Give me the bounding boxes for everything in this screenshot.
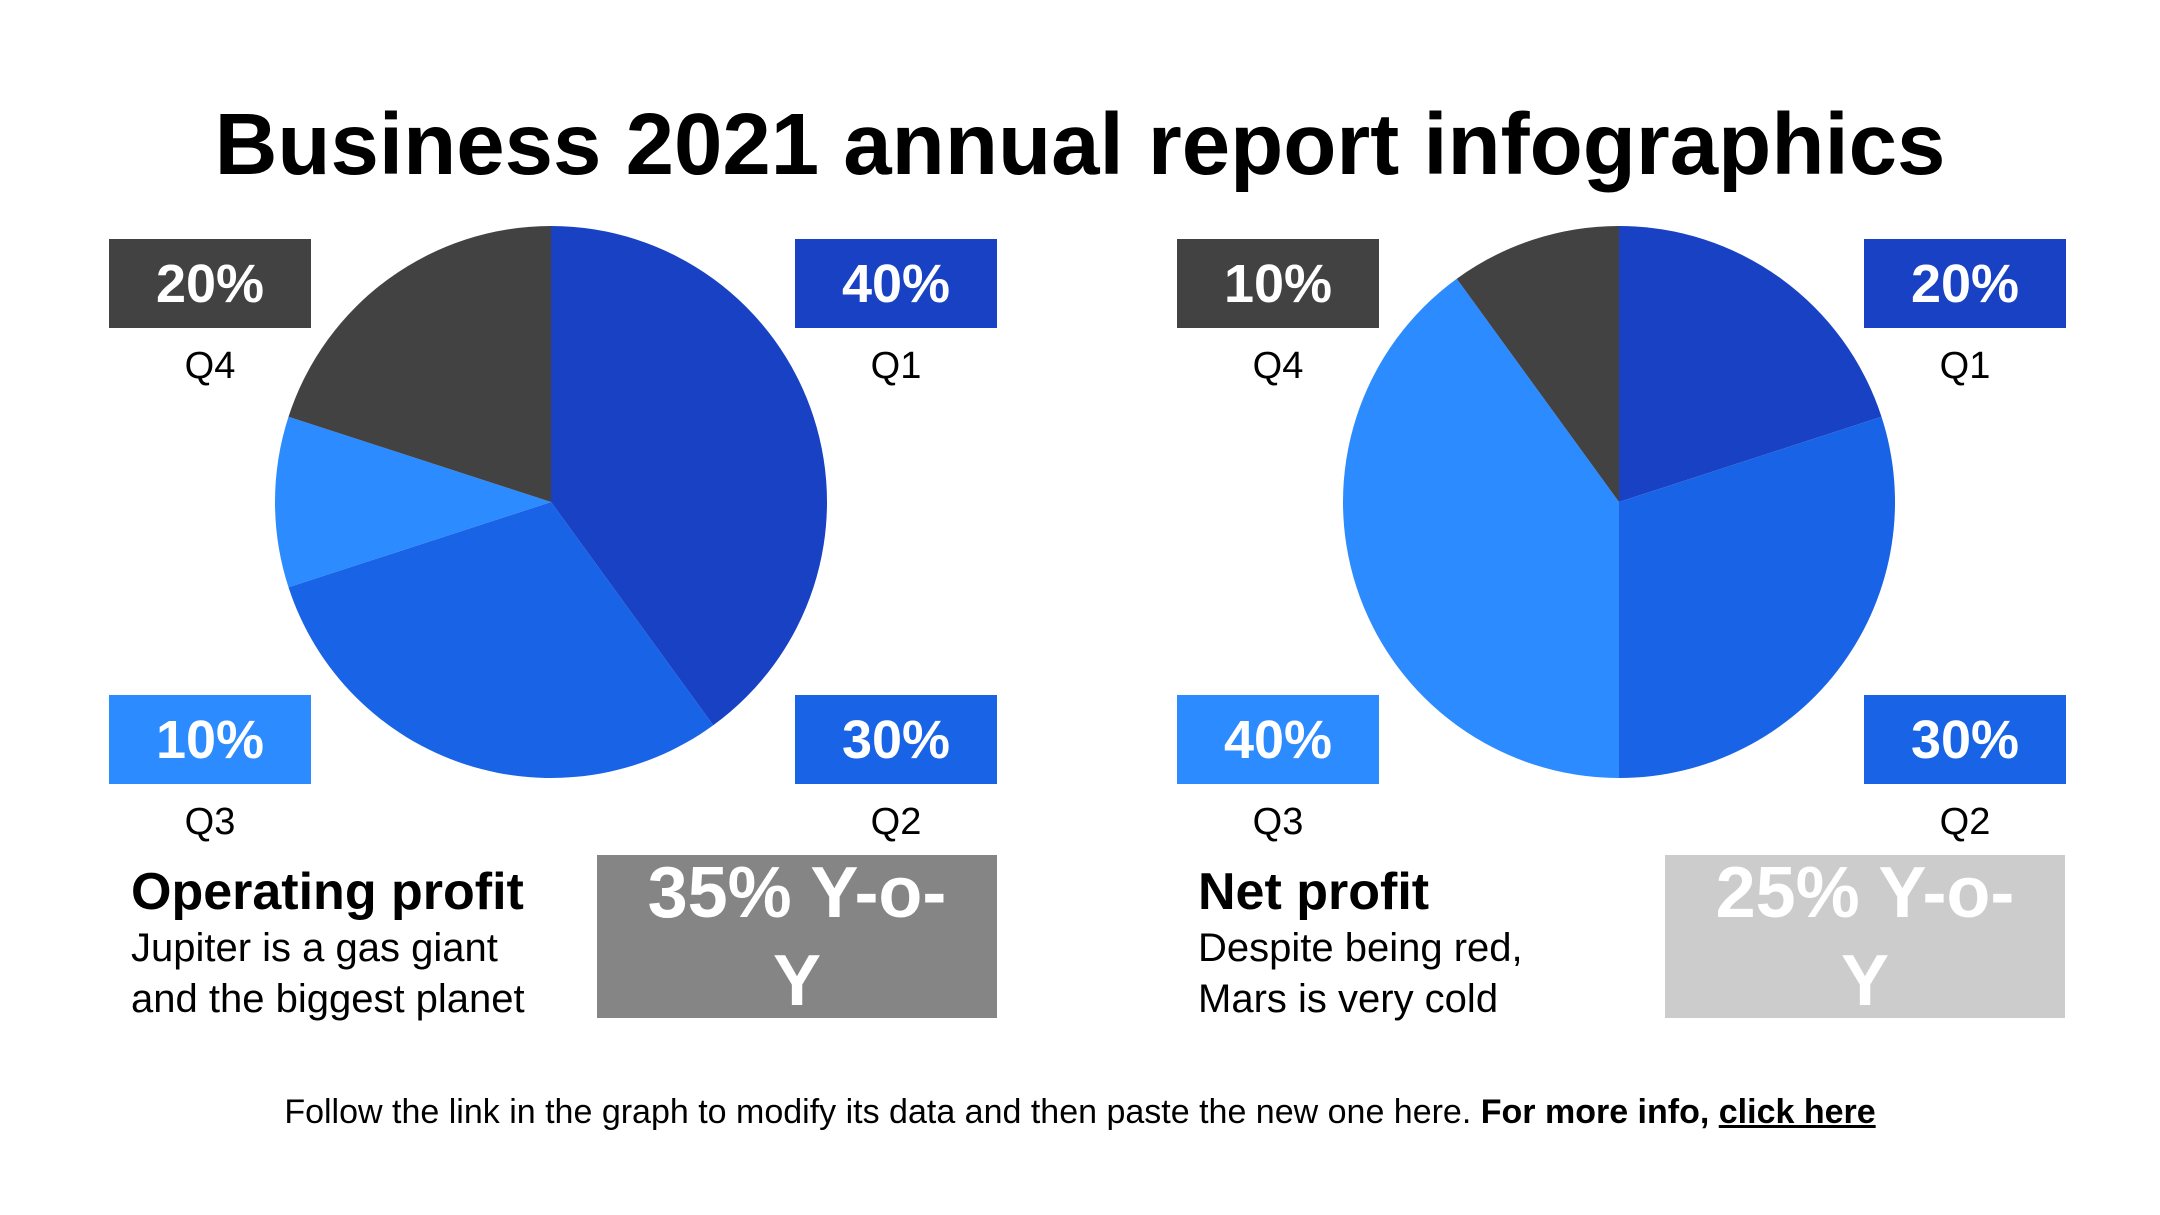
pie-slice-q2[interactable]	[288, 502, 714, 778]
badge-q2-chart1: 30%	[795, 695, 997, 784]
footer-bold: For more info,	[1480, 1093, 1710, 1131]
badge-q2-chart2: 30%	[1864, 695, 2066, 784]
pie-chart-net-profit	[1342, 226, 1895, 778]
label-q2-chart1: Q2	[870, 801, 922, 843]
label-q1-chart1: Q1	[870, 345, 922, 387]
label-q4-chart1: Q4	[184, 345, 236, 387]
yoy-line: Y	[772, 940, 821, 1021]
label-q3-chart2: Q3	[1252, 801, 1304, 843]
pie-chart-operating-profit	[274, 226, 828, 778]
yoy-line: Y	[1840, 940, 1889, 1021]
badge-q1-chart2: 20%	[1864, 239, 2066, 328]
footer-note: Follow the link in the graph to modify i…	[0, 1090, 2160, 1134]
badge-q3-chart1: 10%	[109, 695, 311, 784]
click-here-link[interactable]: click here	[1718, 1093, 1876, 1131]
metric-desc-line: Jupiter is a gas giant	[131, 926, 498, 970]
badge-q3-chart2: 40%	[1177, 695, 1379, 784]
pie-slice-q2[interactable]	[1619, 416, 1895, 778]
pie-slice-q4[interactable]	[288, 226, 551, 502]
pie-slice-q1[interactable]	[1619, 226, 1882, 502]
metric-desc-line: Mars is very cold	[1198, 977, 1499, 1021]
metric-title-operating-profit: Operating profit	[131, 863, 524, 921]
label-q2-chart2: Q2	[1939, 801, 1991, 843]
yoy-line: 35% Y-o-	[647, 852, 947, 933]
metric-desc-operating-profit: Jupiter is a gas giant and the biggest p…	[131, 923, 601, 1025]
pie-slice-q3[interactable]	[274, 416, 551, 588]
yoy-box-operating-profit: 35% Y-o- Y	[597, 853, 997, 1021]
metric-desc-line: and the biggest planet	[131, 977, 525, 1021]
metric-title-net-profit: Net profit	[1198, 863, 1430, 921]
badge-q4-chart1: 20%	[109, 239, 311, 328]
metric-desc-line: Despite being red,	[1198, 926, 1523, 970]
metric-desc-net-profit: Despite being red, Mars is very cold	[1198, 923, 1668, 1025]
page-title: Business 2021 annual report infographics	[214, 96, 1946, 193]
badge-q1-chart1: 40%	[795, 239, 997, 328]
label-q3-chart1: Q3	[184, 801, 236, 843]
label-q4-chart2: Q4	[1252, 345, 1304, 387]
footer-text: Follow the link in the graph to modify i…	[284, 1093, 1472, 1131]
pie-slice-q1[interactable]	[551, 226, 828, 726]
label-q1-chart2: Q1	[1939, 345, 1991, 387]
pie-slice-q3[interactable]	[1342, 278, 1619, 778]
yoy-line: 25% Y-o-	[1715, 852, 2015, 933]
yoy-box-net-profit: 25% Y-o- Y	[1665, 853, 2065, 1021]
badge-q4-chart2: 10%	[1177, 239, 1379, 328]
pie-slice-q4[interactable]	[1456, 226, 1619, 502]
